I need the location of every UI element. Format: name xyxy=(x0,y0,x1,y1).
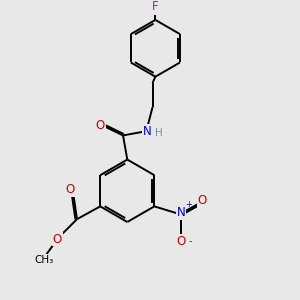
Text: N: N xyxy=(177,206,185,219)
Text: CH₃: CH₃ xyxy=(35,255,54,265)
Text: O: O xyxy=(198,194,207,207)
Text: O: O xyxy=(176,235,186,248)
Text: N: N xyxy=(143,125,152,138)
Text: +: + xyxy=(185,200,192,209)
Text: -: - xyxy=(188,236,192,246)
Text: F: F xyxy=(152,0,159,13)
Text: O: O xyxy=(66,183,75,196)
Text: O: O xyxy=(96,119,105,132)
Text: H: H xyxy=(155,128,163,138)
Text: O: O xyxy=(52,232,62,245)
